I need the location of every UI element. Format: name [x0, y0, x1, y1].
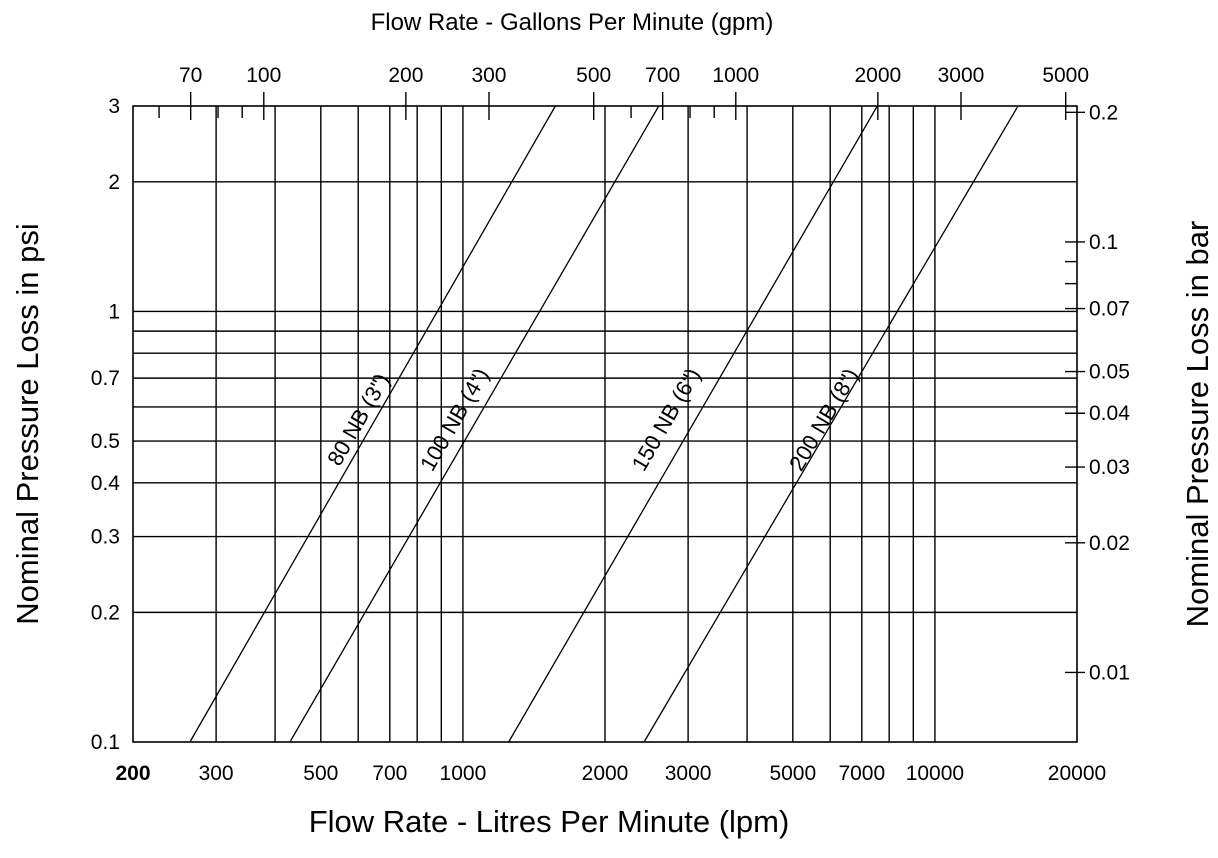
x-tick-label-top: 700 — [645, 64, 680, 87]
y-tick-label-right: 0.01 — [1089, 661, 1130, 684]
x-gridlines — [215, 106, 936, 742]
series-lines — [189, 105, 1019, 743]
y-tick-label-right: 0.02 — [1089, 532, 1130, 555]
left-axis-tick-labels: 0.1 0.2 0.3 0.4 0.5 0.7 1 2 3 — [91, 95, 121, 754]
y-tick-label-left: 0.4 — [91, 472, 121, 495]
y-tick-label-left: 0.7 — [91, 367, 120, 390]
x-axis-title-top: Flow Rate - Gallons Per Minute (gpm) — [371, 9, 774, 36]
y-tick-label-left: 0.3 — [91, 526, 120, 549]
x-tick-label-bottom: 200 — [115, 762, 150, 785]
x-tick-label-bottom: 10000 — [906, 762, 964, 785]
y-gridlines — [133, 181, 1077, 614]
y-tick-label-left: 0.1 — [91, 731, 120, 754]
y-tick-label-right: 0.07 — [1089, 298, 1130, 321]
plot-frame — [132, 105, 1078, 743]
x-tick-label-bottom: 2000 — [582, 762, 629, 785]
y-tick-label-left: 0.5 — [91, 430, 120, 453]
y-tick-label-left: 3 — [108, 95, 120, 118]
y-tick-label-right: 0.04 — [1089, 402, 1130, 425]
series-label: 150 NB (6") — [627, 364, 706, 475]
y-tick-label-right: 0.03 — [1089, 456, 1130, 479]
right-axis-ticks — [1065, 111, 1085, 674]
x-tick-label-top: 500 — [576, 64, 611, 87]
y-tick-label-left: 2 — [108, 171, 120, 194]
x-tick-label-top: 70 — [179, 64, 202, 87]
bottom-axis-tick-labels: 200 300 500 700 1000 2000 3000 5000 7000 10000 200… — [115, 762, 1106, 785]
x-tick-label-top: 3000 — [938, 64, 985, 87]
x-tick-label-top: 300 — [471, 64, 506, 87]
y-tick-label-right: 0.05 — [1089, 361, 1130, 384]
x-tick-label-bottom: 700 — [372, 762, 407, 785]
x-tick-label-top: 2000 — [855, 64, 902, 87]
x-axis-title-bottom: Flow Rate - Litres Per Minute (lpm) — [309, 804, 790, 839]
x-tick-label-bottom: 500 — [303, 762, 338, 785]
series-labels: 80 NB (3") 100 NB (4") 150 NB (6") 200 NB (… — [322, 364, 863, 475]
series-label: 200 NB (8") — [784, 364, 863, 475]
x-tick-label-top: 1000 — [712, 64, 759, 87]
series-line — [508, 105, 878, 743]
y-tick-label-right: 0.1 — [1089, 231, 1118, 254]
x-tick-label-bottom: 3000 — [665, 762, 712, 785]
top-axis-tick-labels: 70 100 200 300 500 700 1000 2000 3000 5000 — [179, 64, 1089, 87]
x-tick-label-top: 5000 — [1042, 64, 1089, 87]
x-tick-label-bottom: 20000 — [1048, 762, 1106, 785]
series-line — [643, 105, 1019, 743]
x-tick-label-bottom: 300 — [199, 762, 234, 785]
x-tick-label-top: 200 — [388, 64, 423, 87]
y-tick-label-left: 1 — [108, 300, 120, 323]
series-line — [189, 105, 556, 743]
series-line — [289, 105, 660, 743]
top-axis-ticks — [158, 92, 1067, 120]
y-tick-label-right: 0.2 — [1089, 101, 1118, 124]
y-axis-title-right: Nominal Pressure Loss in bar — [1180, 221, 1215, 628]
x-tick-label-bottom: 5000 — [769, 762, 816, 785]
x-tick-label-bottom: 7000 — [838, 762, 885, 785]
y-axis-title-left: Nominal Pressure Loss in psi — [10, 223, 45, 624]
y-tick-label-left: 0.2 — [91, 601, 120, 624]
x-tick-label-top: 100 — [246, 64, 281, 87]
right-axis-tick-labels: 0.2 0.1 0.07 0.05 0.04 0.03 0.02 0.01 — [1089, 101, 1130, 684]
x-tick-label-bottom: 1000 — [440, 762, 487, 785]
